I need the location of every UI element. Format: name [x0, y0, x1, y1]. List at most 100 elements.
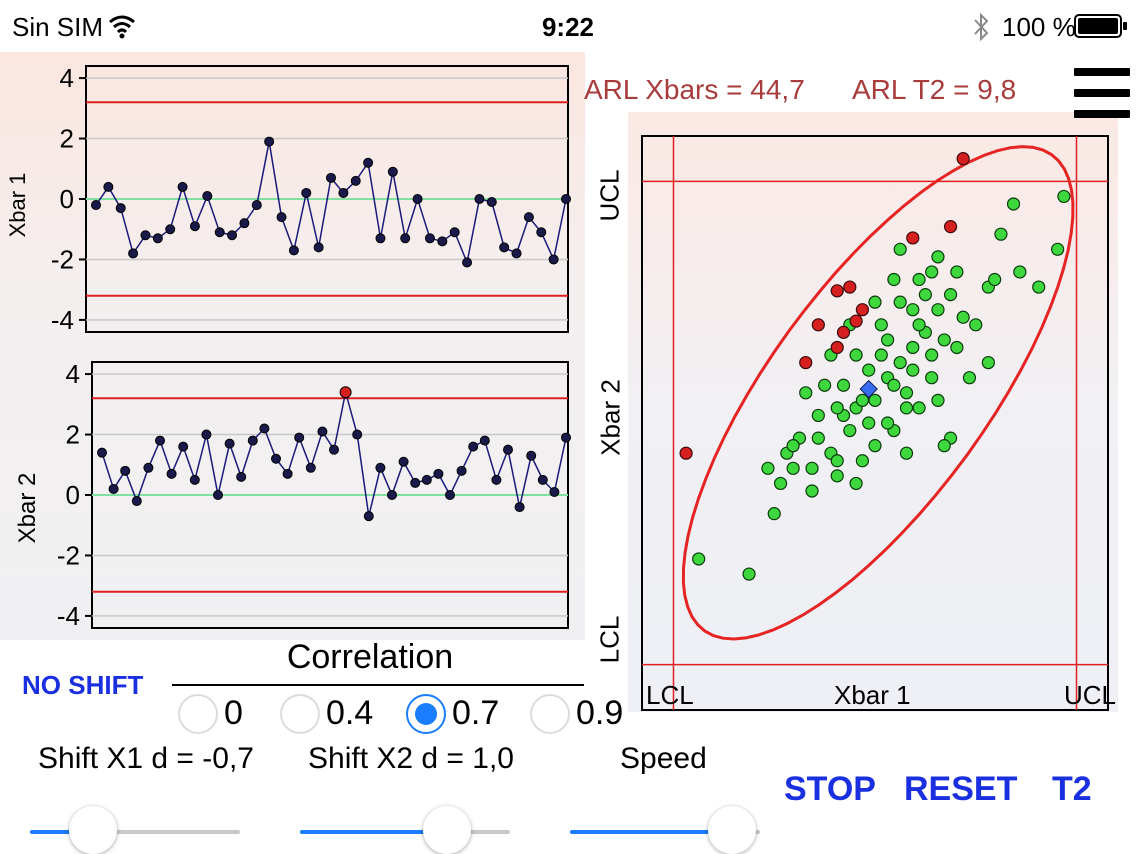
data-point [462, 257, 473, 268]
in-control-point [937, 333, 951, 347]
in-control-point [906, 340, 920, 355]
battery-icon [1074, 14, 1127, 38]
reset-button[interactable]: RESET [904, 770, 1018, 808]
menu-bar [1074, 89, 1130, 97]
data-point [271, 453, 281, 464]
tick-label: 0 [66, 480, 80, 510]
hamburger-menu-icon[interactable] [1074, 68, 1130, 118]
data-point [499, 242, 510, 253]
in-control-point [880, 416, 895, 430]
in-control-point [931, 250, 945, 264]
in-control-point [692, 552, 706, 566]
t2-control-ellipse [681, 145, 1075, 641]
in-control-point [988, 272, 1002, 287]
speed-slider[interactable] [570, 800, 760, 854]
in-control-point [943, 288, 958, 302]
data-point [166, 468, 177, 479]
out-of-control-point [855, 303, 870, 317]
tick-label: -2 [57, 540, 80, 570]
in-control-point [874, 318, 888, 332]
in-control-point [830, 454, 844, 468]
correlation-option-label: 0.7 [452, 694, 500, 732]
in-control-point [899, 446, 914, 460]
slider-thumb[interactable] [69, 806, 117, 854]
radio-circle-icon [178, 694, 218, 734]
scatter-y-axis-label: Xbar 2 [595, 379, 626, 456]
shift-x2-slider[interactable] [300, 800, 510, 854]
data-point [259, 423, 270, 434]
out-of-control-point [843, 280, 857, 294]
data-point [165, 224, 176, 235]
slider-fill [300, 830, 447, 834]
data-point [352, 429, 363, 440]
in-control-point [969, 318, 983, 332]
data-point [301, 187, 312, 198]
correlation-option-label: 0.4 [326, 694, 374, 732]
data-point [131, 496, 142, 507]
slider-thumb[interactable] [707, 806, 756, 854]
scatter-frame [641, 135, 1109, 711]
data-point [251, 200, 262, 211]
battery-percent: 100 % [1002, 12, 1076, 42]
stop-button[interactable]: STOP [784, 770, 876, 808]
data-point [128, 248, 139, 259]
bluetooth-icon [974, 12, 989, 42]
data-point [120, 465, 131, 476]
in-control-point [925, 265, 939, 279]
data-point [398, 456, 409, 467]
in-control-point [1006, 197, 1021, 211]
data-point [511, 248, 522, 259]
in-control-point [912, 272, 926, 287]
in-control-point [994, 227, 1008, 241]
slider-thumb[interactable] [423, 806, 471, 854]
mean-marker [859, 379, 878, 399]
data-point [536, 227, 547, 238]
in-control-point [950, 265, 964, 279]
shift-x1-slider[interactable] [30, 800, 240, 854]
arl-t2-readout: ARL T2 = 9,8 [852, 74, 1017, 105]
out-of-control-point [849, 314, 863, 328]
data-point [213, 490, 223, 500]
data-point [486, 197, 497, 208]
data-point [421, 474, 432, 485]
in-control-point [811, 408, 825, 423]
data-point [474, 194, 485, 204]
in-control-point [836, 378, 851, 392]
data-point [152, 233, 163, 244]
data-point [363, 511, 374, 522]
tick-label: 4 [60, 63, 74, 93]
data-point [239, 218, 250, 229]
data-point [305, 462, 316, 473]
in-control-point [868, 295, 882, 309]
in-control-point [786, 461, 800, 475]
in-control-point [950, 340, 964, 355]
t2-button[interactable]: T2 [1052, 770, 1092, 808]
in-control-point [811, 431, 825, 445]
in-control-point [805, 461, 819, 475]
in-control-point [906, 363, 920, 377]
in-control-point [799, 386, 813, 400]
out-of-control-point [906, 231, 920, 245]
in-control-point [830, 401, 844, 415]
data-point [276, 212, 287, 223]
in-control-point [742, 567, 756, 581]
carrier-label: Sin SIM [12, 12, 104, 42]
xbar2-axis-label: Xbar 2 [14, 472, 41, 544]
out-of-control-point [830, 340, 844, 355]
correlation-option-label: 0 [224, 694, 243, 732]
data-point [317, 426, 328, 437]
status-bar: Sin SIM 9:22 100 % [0, 0, 1136, 52]
in-control-point [962, 371, 977, 385]
no-shift-button[interactable]: NO SHIFT [22, 670, 144, 700]
data-point [350, 175, 361, 186]
data-point [329, 444, 339, 455]
shift-x2-label: Shift X2 d = 1,0 [308, 742, 514, 775]
in-control-point [931, 393, 945, 407]
data-point [375, 233, 386, 244]
scatter-y-ucl-label: UCL [594, 169, 625, 222]
tick-label: 4 [66, 359, 80, 389]
in-control-point [1013, 265, 1027, 279]
data-point [227, 230, 238, 241]
out-of-control-point [811, 318, 825, 332]
data-point [224, 438, 235, 449]
